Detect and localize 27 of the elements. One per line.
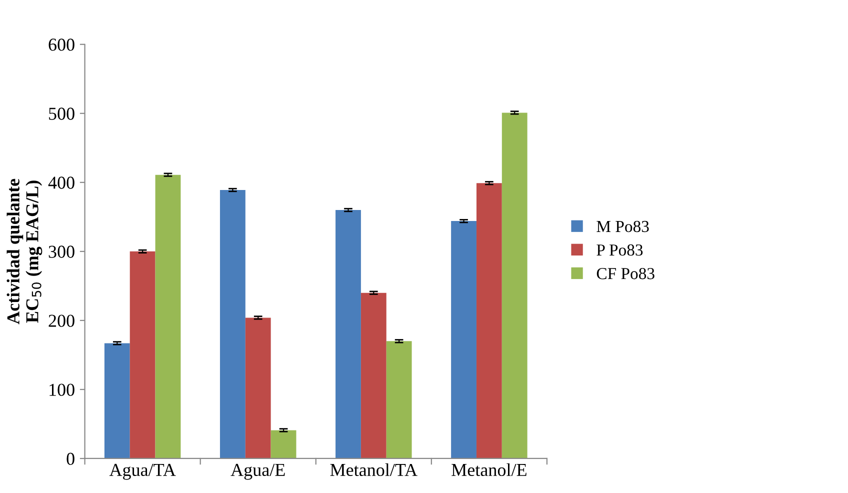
bar (451, 221, 476, 458)
bar (104, 343, 130, 458)
bar (336, 210, 361, 458)
bar (360, 292, 386, 458)
bar (476, 183, 502, 458)
bar (270, 430, 296, 458)
y-tick-label: 500 (49, 108, 74, 120)
y-tick-label: 0 (66, 452, 74, 465)
bar (155, 174, 181, 458)
bar (245, 318, 271, 458)
bar (502, 112, 528, 458)
y-tick-label: 300 (48, 246, 74, 258)
x-tick-label: Agua/TA (109, 464, 176, 480)
bar (220, 190, 246, 458)
bar (130, 251, 156, 458)
y-tick-label: 600 (48, 38, 74, 51)
legend-label: M Po83 (596, 220, 649, 232)
x-tick-label: Metanol/TA (330, 463, 418, 476)
x-tick-label: Metanol/E (452, 463, 526, 476)
legend-label: P Po83 (596, 244, 643, 256)
bar (386, 341, 412, 458)
y-axis-title: Actividad quelante EC$_{50}$ (mg EAG/L) (6, 178, 42, 324)
y-tick-label: 400 (48, 176, 74, 189)
x-tick-label: Agua/E (230, 464, 285, 480)
y-tick-label: 200 (48, 314, 74, 327)
y-tick-label: 100 (50, 384, 74, 396)
legend-label: CF Po83 (596, 268, 654, 280)
